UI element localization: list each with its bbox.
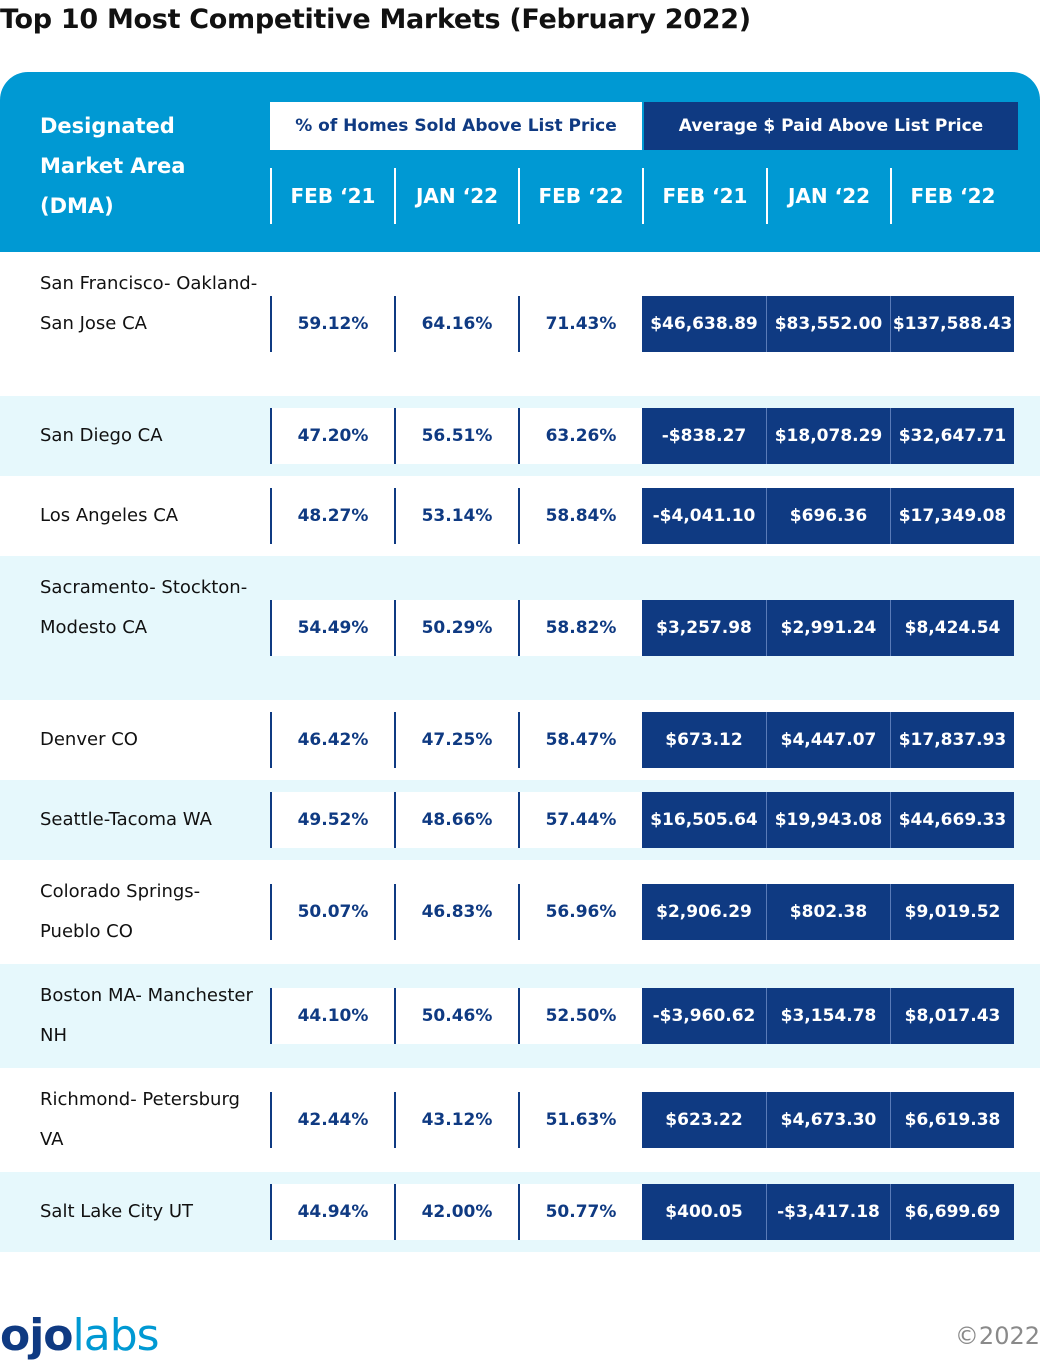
dma-column-label: Designated Market Area (DMA)	[40, 114, 186, 218]
avg-cell: $696.36	[766, 488, 890, 544]
table-row: Colorado Springs- Pueblo CO 50.07% 46.83% 5…	[0, 860, 1040, 964]
avg-cell: $18,078.29	[766, 408, 890, 464]
pct-cell: 42.44%	[270, 1092, 394, 1148]
pct-cell: 71.43%	[518, 296, 642, 352]
avg-cell: $32,647.71	[890, 408, 1014, 464]
avg-cell: $3,257.98	[642, 600, 766, 656]
table-row: Boston MA- Manchester NH 44.10% 50.46% 52.5…	[0, 964, 1040, 1068]
pct-cell: 50.46%	[394, 988, 518, 1044]
col-header-avg-feb21: FEB ‘21	[642, 168, 766, 224]
col-header-avg-feb22: FEB ‘22	[890, 168, 1014, 224]
table-row: Los Angeles CA 48.27% 53.14% 58.84% -$4,041.…	[0, 476, 1040, 556]
table-row: Richmond- Petersburg VA 42.44% 43.12% 51.63…	[0, 1068, 1040, 1172]
table-row: San Francisco- Oakland-San Jose CA 59.12%…	[0, 252, 1040, 396]
avg-cell: -$3,960.62	[642, 988, 766, 1044]
table-row: Seattle-Tacoma WA 49.52% 48.66% 57.44% $16,5…	[0, 780, 1040, 860]
pct-cell: 54.49%	[270, 600, 394, 656]
page-title: Top 10 Most Competitive Markets (Februar…	[0, 4, 751, 35]
avg-cell: $83,552.00	[766, 296, 890, 352]
pct-cell: 57.44%	[518, 792, 642, 848]
market-name: Colorado Springs- Pueblo CO	[40, 881, 201, 942]
avg-cell: $6,699.69	[890, 1184, 1014, 1240]
pct-group-label: % of Homes Sold Above List Price	[270, 102, 642, 150]
table-row: Denver CO 46.42% 47.25% 58.47% $673.12 $4,447…	[0, 700, 1040, 780]
market-name: San Diego CA	[40, 425, 163, 446]
market-name: Seattle-Tacoma WA	[40, 809, 212, 830]
avg-cell: $46,638.89	[642, 296, 766, 352]
market-name: Salt Lake City UT	[40, 1201, 194, 1222]
pct-cell: 46.83%	[394, 884, 518, 940]
avg-cell: $16,505.64	[642, 792, 766, 848]
avg-cell: $802.38	[766, 884, 890, 940]
pct-cell: 48.27%	[270, 488, 394, 544]
avg-cell: -$3,417.18	[766, 1184, 890, 1240]
pct-cell: 46.42%	[270, 712, 394, 768]
avg-cell: $4,673.30	[766, 1092, 890, 1148]
avg-cell: $17,837.93	[890, 712, 1014, 768]
avg-cell: $8,017.43	[890, 988, 1014, 1044]
avg-cell: $9,019.52	[890, 884, 1014, 940]
market-name: Sacramento- Stockton-Modesto CA	[40, 577, 248, 638]
pct-cell: 44.10%	[270, 988, 394, 1044]
col-header-avg-jan22: JAN ‘22	[766, 168, 890, 224]
pct-cell: 53.14%	[394, 488, 518, 544]
market-name: Denver CO	[40, 729, 138, 750]
ojolabs-logo: ojolabs	[0, 1310, 160, 1362]
market-name: Boston MA- Manchester NH	[40, 985, 253, 1046]
avg-cell: $673.12	[642, 712, 766, 768]
pct-cell: 63.26%	[518, 408, 642, 464]
pct-cell: 58.84%	[518, 488, 642, 544]
col-header-pct-jan22: JAN ‘22	[394, 168, 518, 224]
avg-cell: $8,424.54	[890, 600, 1014, 656]
pct-cell: 47.20%	[270, 408, 394, 464]
pct-cell: 56.51%	[394, 408, 518, 464]
pct-cell: 51.63%	[518, 1092, 642, 1148]
pct-cell: 42.00%	[394, 1184, 518, 1240]
pct-cell: 50.29%	[394, 600, 518, 656]
col-header-pct-feb21: FEB ‘21	[270, 168, 394, 224]
pct-cell: 64.16%	[394, 296, 518, 352]
avg-cell: $2,991.24	[766, 600, 890, 656]
market-name: Los Angeles CA	[40, 505, 179, 526]
market-name: San Francisco- Oakland-San Jose CA	[40, 273, 258, 334]
col-header-pct-feb22: FEB ‘22	[518, 168, 642, 224]
pct-cell: 49.52%	[270, 792, 394, 848]
avg-group-label: Average $ Paid Above List Price	[644, 102, 1018, 150]
pct-cell: 56.96%	[518, 884, 642, 940]
pct-cell: 44.94%	[270, 1184, 394, 1240]
pct-cell: 50.77%	[518, 1184, 642, 1240]
pct-cell: 58.82%	[518, 600, 642, 656]
avg-cell: -$4,041.10	[642, 488, 766, 544]
pct-cell: 52.50%	[518, 988, 642, 1044]
avg-cell: $6,619.38	[890, 1092, 1014, 1148]
avg-cell: $3,154.78	[766, 988, 890, 1044]
avg-cell: $4,447.07	[766, 712, 890, 768]
pct-cell: 58.47%	[518, 712, 642, 768]
logo-ojo-text: ojo	[0, 1310, 74, 1361]
avg-cell: $623.22	[642, 1092, 766, 1148]
table-row: Sacramento- Stockton-Modesto CA 54.49% 50.…	[0, 556, 1040, 700]
pct-cell: 59.12%	[270, 296, 394, 352]
avg-cell: $19,943.08	[766, 792, 890, 848]
pct-cell: 48.66%	[394, 792, 518, 848]
avg-cell: $2,906.29	[642, 884, 766, 940]
logo-labs-text: labs	[72, 1310, 160, 1361]
avg-cell: -$838.27	[642, 408, 766, 464]
avg-cell: $17,349.08	[890, 488, 1014, 544]
pct-cell: 43.12%	[394, 1092, 518, 1148]
copyright: ©2022	[954, 1322, 1040, 1350]
avg-cell: $137,588.43	[890, 296, 1014, 352]
avg-cell: $44,669.33	[890, 792, 1014, 848]
avg-cell: $400.05	[642, 1184, 766, 1240]
pct-cell: 47.25%	[394, 712, 518, 768]
table-row: San Diego CA 47.20% 56.51% 63.26% -$838.27 $1…	[0, 396, 1040, 476]
table-row: Salt Lake City UT 44.94% 42.00% 50.77% $400.…	[0, 1172, 1040, 1252]
market-name: Richmond- Petersburg VA	[40, 1089, 240, 1150]
pct-cell: 50.07%	[270, 884, 394, 940]
